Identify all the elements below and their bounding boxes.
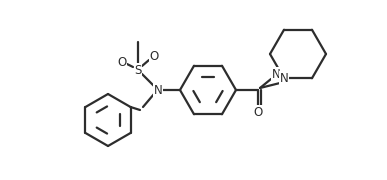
Text: N: N: [280, 72, 288, 85]
Text: N: N: [272, 68, 280, 80]
Text: N: N: [154, 84, 163, 96]
Text: O: O: [117, 55, 127, 69]
Text: O: O: [149, 50, 159, 62]
Text: O: O: [253, 105, 263, 118]
Text: S: S: [134, 64, 142, 76]
